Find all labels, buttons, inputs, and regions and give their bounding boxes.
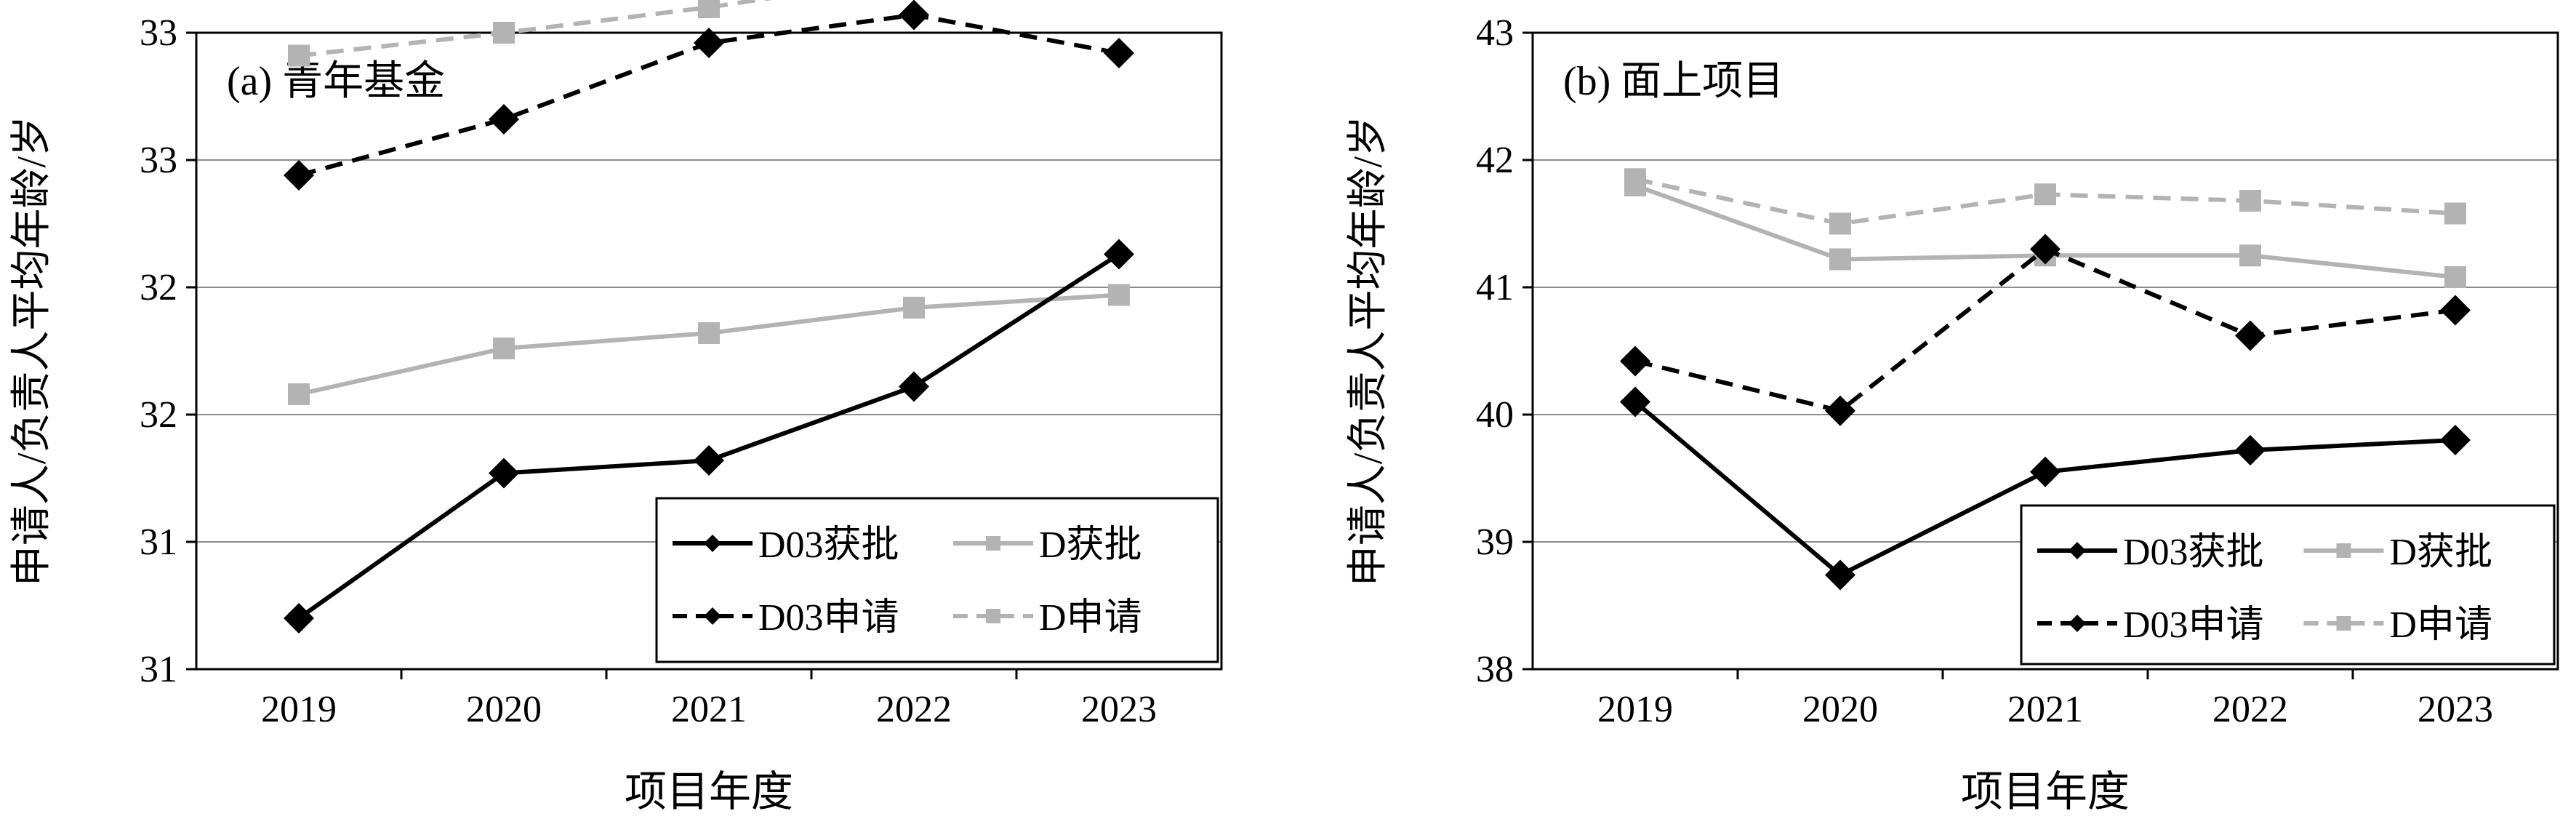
data-point-marker: [1620, 345, 1650, 377]
data-point-marker: [1108, 284, 1130, 306]
data-point-marker: [2444, 266, 2466, 288]
x-tick-label: 2020: [1802, 689, 1878, 730]
data-point-marker: [284, 160, 314, 191]
legend-label: D03获批: [758, 524, 899, 566]
legend-label: D03申请: [2123, 604, 2264, 646]
data-point-marker: [489, 104, 519, 135]
legend-swatch-marker: [2336, 616, 2351, 631]
x-tick-label: 2019: [261, 689, 337, 730]
y-tick-label: 39: [1476, 522, 1514, 563]
legend-label: D申请: [2390, 604, 2493, 646]
legend-swatch-marker: [986, 609, 1000, 623]
data-point-marker: [2440, 425, 2471, 455]
y-tick-label: 31: [140, 522, 177, 563]
data-point-marker: [2235, 435, 2266, 466]
y-tick-label: 32: [140, 394, 177, 436]
x-axis-label: 项目年度: [1961, 768, 2130, 815]
y-tick-label: 38: [1476, 649, 1514, 690]
data-point-marker: [493, 22, 515, 44]
x-tick-label: 2022: [876, 689, 952, 730]
data-point-marker: [698, 322, 720, 344]
data-point-marker: [1829, 248, 1851, 271]
data-point-marker: [1104, 239, 1134, 270]
y-tick-label: 31: [140, 649, 177, 690]
plot-area-border: [1531, 31, 2559, 671]
legend-swatch-marker: [2069, 542, 2086, 559]
panel-title: (a) 青年基金: [227, 59, 445, 104]
chart-panel-a: 31 31 32 32 33 33 2019 2020 2021 2022 2023 项目年度 申请人/…: [9, 0, 1223, 815]
data-point-marker: [1624, 168, 1646, 191]
data-point-marker: [2440, 295, 2471, 326]
data-point-marker: [2030, 456, 2061, 487]
data-point-marker: [288, 383, 310, 405]
legend-swatch-marker: [986, 536, 1000, 551]
series-line: [1634, 247, 2456, 414]
data-point-marker: [2034, 183, 2056, 206]
data-point-marker: [1104, 38, 1134, 68]
y-tick-label: 41: [1476, 267, 1514, 308]
data-point-marker: [698, 0, 720, 18]
data-point-marker: [1620, 386, 1650, 418]
data-point-marker: [489, 458, 519, 489]
data-point-marker: [694, 445, 724, 476]
data-point-marker: [493, 337, 515, 359]
legend-swatch-marker: [2069, 615, 2086, 632]
data-point-marker: [2444, 202, 2466, 225]
x-tick-label: 2023: [2417, 689, 2493, 730]
legend-box: [655, 497, 1219, 663]
data-point-marker: [694, 28, 724, 58]
x-tick-label: 2021: [2007, 689, 2083, 730]
series-line: [298, 292, 1120, 396]
x-tick-label: 2020: [466, 689, 542, 730]
y-tick-label: 32: [140, 267, 177, 308]
legend-box: [2020, 504, 2556, 666]
data-point-marker: [2239, 190, 2261, 212]
data-point-marker: [1825, 559, 1855, 591]
y-tick-label: 42: [1476, 140, 1514, 181]
x-tick-label: 2021: [671, 689, 747, 730]
x-axis-label: 项目年度: [625, 768, 793, 815]
data-point-marker: [2030, 233, 2061, 265]
data-point-marker: [1829, 212, 1851, 235]
data-point-marker: [1825, 395, 1855, 426]
data-point-marker: [903, 297, 925, 319]
y-axis-label: 申请人/负责人平均年龄/岁: [9, 116, 55, 586]
legend-swatch-marker: [2336, 543, 2351, 558]
data-point-marker: [2239, 244, 2261, 267]
panel-title: (b) 面上项目: [1563, 59, 1783, 104]
y-tick-label: 40: [1476, 394, 1514, 436]
legend-label: D03申请: [758, 597, 899, 639]
legend-label: D获批: [1039, 524, 1142, 566]
legend-swatch-marker: [704, 535, 721, 552]
y-tick-label: 33: [140, 140, 177, 181]
y-tick-label: 33: [140, 12, 177, 54]
data-point-marker: [899, 0, 929, 31]
data-point-marker: [288, 44, 310, 67]
y-tick-label: 43: [1476, 12, 1514, 54]
chart-panel-b: 38 39 40 41 42 43 2019 2020 2021 2022 2023 项目年度 申请人/…: [1346, 12, 2559, 815]
legend-label: D03获批: [2123, 532, 2264, 573]
data-point-marker: [284, 603, 314, 634]
legend-swatch-marker: [704, 607, 721, 625]
y-axis-label: 申请人/负责人平均年龄/岁: [1346, 116, 1391, 586]
data-point-marker: [899, 371, 929, 402]
legend-label: D申请: [1039, 597, 1142, 639]
x-tick-label: 2022: [2212, 689, 2288, 730]
x-tick-label: 2023: [1081, 689, 1157, 730]
data-point-marker: [2235, 320, 2266, 351]
legend-label: D获批: [2390, 532, 2493, 573]
x-tick-label: 2019: [1597, 689, 1673, 730]
